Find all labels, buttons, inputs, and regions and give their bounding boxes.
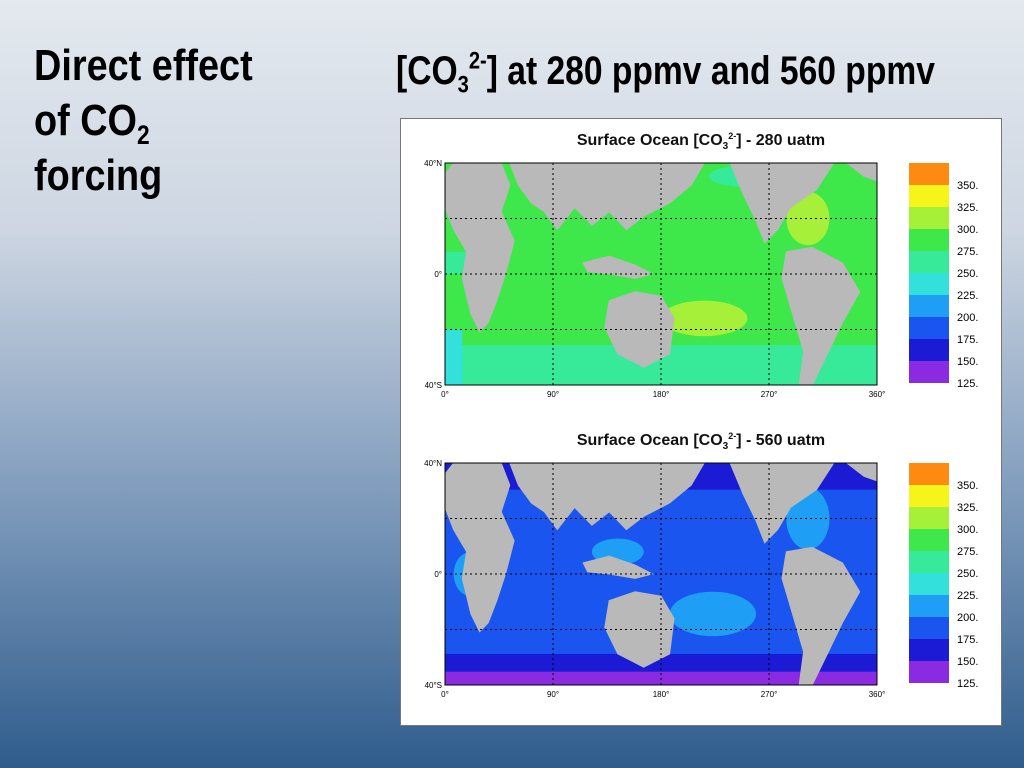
legend-swatch: [909, 207, 949, 229]
panel-title: Surface Ocean [CO32-] - 560 uatm: [577, 431, 825, 452]
carbonate-maps-figure: Surface Ocean [CO32-] - 280 uatm 40°N 0° 40…: [400, 118, 1002, 726]
legend-label: 325.: [957, 502, 978, 514]
slide-title-right: [CO32-] at 280 ppmv and 560 ppmv: [396, 47, 984, 99]
legend-label: 275.: [957, 246, 978, 258]
y-tick-label: 40°N: [424, 159, 442, 168]
legend-label: 250.: [957, 568, 978, 580]
land-africa: [445, 163, 515, 333]
right-title-sub: 3: [457, 71, 469, 99]
land-australia: [604, 291, 675, 368]
legend-label: 350.: [957, 180, 978, 192]
legend-swatch: [909, 573, 949, 595]
legend-label: 125.: [957, 678, 978, 690]
legend-label: 125.: [957, 378, 978, 390]
slide-title-left: Direct effect of CO2 forcing: [34, 38, 292, 203]
legend-swatch: [909, 551, 949, 573]
land-namerica: [729, 163, 835, 244]
right-title-sup: 2-: [468, 47, 487, 75]
x-tick-label: 180°: [653, 390, 670, 399]
legend-label: 150.: [957, 356, 978, 368]
y-tick-label: 40°S: [425, 381, 442, 390]
legend-label: 250.: [957, 268, 978, 280]
legend-label: 225.: [957, 590, 978, 602]
right-title-pre: [CO: [396, 49, 458, 93]
legend-swatch: [909, 229, 949, 251]
x-tick-label: 0°: [441, 690, 449, 699]
legend-swatch: [909, 251, 949, 273]
y-tick-label: 0°: [434, 570, 442, 579]
title-line-2-text: of CO: [34, 96, 137, 145]
legend-swatch: [909, 273, 949, 295]
maps-svg: Surface Ocean [CO32-] - 280 uatm40°N0°40…: [424, 131, 978, 699]
title-line-3: forcing: [34, 151, 163, 200]
title-line-1: Direct effect: [34, 41, 253, 90]
right-title-post: ] at 280 ppmv and 560 ppmv: [486, 49, 935, 93]
legend-swatch: [909, 595, 949, 617]
legend-swatch: [909, 485, 949, 507]
x-tick-label: 180°: [653, 690, 670, 699]
legend-swatch: [909, 639, 949, 661]
legend-swatch: [909, 163, 949, 185]
legend-label: 225.: [957, 290, 978, 302]
legend-label: 350.: [957, 480, 978, 492]
land-maritime: [582, 255, 654, 279]
land-australia: [604, 591, 675, 668]
map-panel-1: Surface Ocean [CO32-] - 280 uatm40°N0°40…: [424, 131, 978, 399]
legend-swatch: [909, 339, 949, 361]
x-tick-label: 360°: [869, 690, 886, 699]
land-europe: [845, 463, 877, 482]
co2-subscript: 2: [136, 120, 150, 151]
legend-label: 150.: [957, 656, 978, 668]
title-line-2: of CO2: [34, 93, 292, 148]
land-samerica: [781, 246, 861, 385]
x-tick-label: 360°: [869, 390, 886, 399]
legend-swatch: [909, 507, 949, 529]
land-maritime: [582, 555, 654, 579]
land-samerica: [781, 546, 861, 685]
x-tick-label: 270°: [761, 390, 778, 399]
legend-label: 325.: [957, 202, 978, 214]
legend-label: 200.: [957, 612, 978, 624]
legend-label: 175.: [957, 334, 978, 346]
y-tick-label: 0°: [434, 270, 442, 279]
land-europe: [845, 163, 877, 182]
y-tick-label: 40°N: [424, 459, 442, 468]
legend-swatch: [909, 185, 949, 207]
legend-label: 300.: [957, 524, 978, 536]
color-legend: 350. 325. 300. 275. 250. 225. 200. 175. 150. 125.: [909, 463, 978, 690]
legend-swatch: [909, 463, 949, 485]
panel-title: Surface Ocean [CO32-] - 280 uatm: [577, 131, 825, 152]
land-namerica: [729, 463, 835, 544]
legend-swatch: [909, 295, 949, 317]
land-africa: [445, 463, 515, 633]
legend-swatch: [909, 317, 949, 339]
legend-swatch: [909, 529, 949, 551]
legend-label: 300.: [957, 224, 978, 236]
x-tick-label: 270°: [761, 690, 778, 699]
x-tick-label: 90°: [547, 690, 559, 699]
legend-label: 200.: [957, 312, 978, 324]
map-panel-2: Surface Ocean [CO32-] - 560 uatm40°N0°40…: [424, 431, 978, 699]
legend-swatch: [909, 661, 949, 683]
x-tick-label: 90°: [547, 390, 559, 399]
legend-swatch: [909, 361, 949, 383]
legend-label: 275.: [957, 546, 978, 558]
legend-swatch: [909, 617, 949, 639]
x-tick-label: 0°: [441, 390, 449, 399]
color-legend: 350. 325. 300. 275. 250. 225. 200. 175. 150. 125.: [909, 163, 978, 390]
legend-label: 175.: [957, 634, 978, 646]
y-tick-label: 40°S: [425, 681, 442, 690]
